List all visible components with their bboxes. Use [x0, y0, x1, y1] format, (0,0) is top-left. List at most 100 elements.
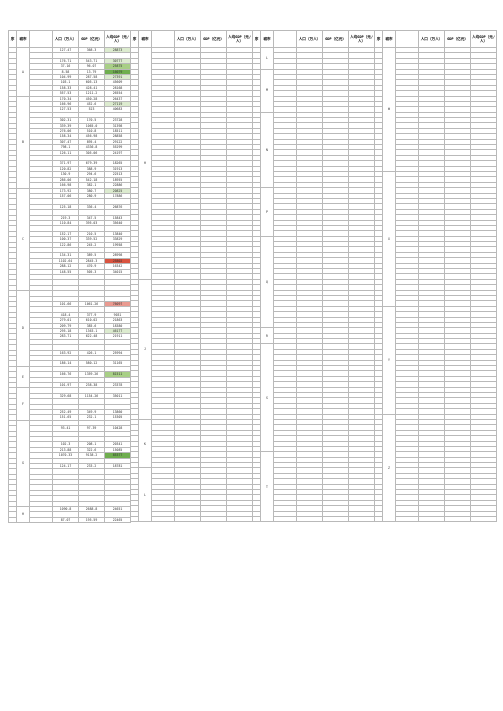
- table-row: 418.4 377.9 9031: [8, 311, 131, 319]
- header-per-capita: 人均GDP（元/人）: [348, 30, 375, 48]
- table-row: 134.31 389.5 28998: [8, 252, 131, 259]
- city-table: 序城市 人口（万人） GDP（亿元） 人均GDP（元/人） H J K L: [130, 30, 253, 523]
- rank-cell: [8, 192, 17, 200]
- table-row: 163.92 426.1 25994: [8, 349, 131, 356]
- letter-group-label: E: [16, 365, 30, 389]
- rank-cell: [8, 381, 17, 389]
- rank-cell: [8, 414, 17, 421]
- rank-cell: [252, 515, 261, 523]
- rank-cell: [8, 392, 17, 400]
- table-row: Q: [252, 235, 375, 329]
- header-letter: 城市: [382, 30, 396, 48]
- table-row: 101.97 238.38 23378: [8, 381, 131, 389]
- table-row: 102.3 208.1 20341: [8, 441, 131, 448]
- table-row: 295.18 1363.1 46177: [8, 327, 131, 335]
- pop-cell: [296, 515, 323, 523]
- table-row: 557.53 1211.2 26554: [8, 90, 131, 97]
- per-capita-cell: 22465: [104, 516, 131, 524]
- city-cell: [395, 515, 419, 523]
- table-row: [130, 515, 253, 523]
- letter-group-label: X: [382, 170, 396, 307]
- letter-group-label: S: [260, 343, 274, 453]
- rank-cell: [8, 241, 17, 248]
- letter-group-label: K: [138, 418, 152, 469]
- table-row: 329.68 1154.26 35011: [8, 392, 131, 400]
- table-row: 100.37 339.52 33829: [8, 236, 131, 243]
- table-row: 126.11 305.06 24197: [8, 149, 131, 157]
- table-row: 176.71 543.71 30777: [8, 57, 131, 65]
- table-row: 152.17 210.5 13840: [8, 230, 131, 238]
- table-row: [130, 294, 253, 302]
- table-row: 110.84 395.03 35640: [8, 219, 131, 227]
- letter-group-label: W: [382, 47, 396, 172]
- table-row: H 1090.8 2688.8 24651: [8, 505, 131, 524]
- letter-group-label: J: [138, 278, 152, 420]
- header-rank: 序: [252, 30, 261, 48]
- letter-group-label: Q: [260, 235, 274, 329]
- table-block-4: 序城市 人口（万人） GDP（亿元） 人均GDP（元/人） W X Y Z: [374, 30, 497, 523]
- rank-cell: [374, 515, 383, 523]
- table-block-1: 序城市 人口（万人） GDP（亿元） 人均GDP（元/人） A 127.47 368.3 28…: [8, 30, 131, 524]
- table-row: 279.01 610.02 21863: [8, 317, 131, 324]
- header-rank: 序: [8, 30, 17, 48]
- table-block-3: 序城市 人口（万人） GDP（亿元） 人均GDP（元/人） L M N P Q R S T: [252, 30, 375, 523]
- city-cell: [273, 515, 297, 523]
- gdp-cell: [444, 515, 471, 523]
- per-capita-cell: [348, 515, 375, 523]
- table-row: 283.71 622.48 21911: [8, 333, 131, 340]
- header-population: 人口（万人）: [52, 30, 79, 48]
- table-row: 130.9 294.6 22513: [8, 171, 131, 178]
- letter-group-label: B: [16, 95, 30, 189]
- table-block-2: 序城市 人口（万人） GDP（亿元） 人均GDP（元/人） H J K L: [130, 30, 253, 523]
- rank-cell: [8, 300, 17, 308]
- letter-group-label: G: [16, 419, 30, 508]
- gdp-cell: [322, 515, 349, 523]
- per-capita-cell: [226, 515, 253, 523]
- rank-cell: [130, 515, 139, 523]
- table-row: G: [8, 419, 131, 508]
- header-gdp: GDP（亿元）: [444, 30, 471, 48]
- header-city: [273, 30, 297, 48]
- header-per-capita: 人均GDP（元/人）: [226, 30, 253, 48]
- rank-cell: [8, 360, 17, 367]
- table-row: [374, 424, 497, 431]
- header-per-capita: 人均GDP（元/人）: [470, 30, 497, 48]
- header-population: 人口（万人）: [296, 30, 323, 48]
- table-row: 122.86 245.2 19958: [8, 241, 131, 248]
- letter-group-label: L: [138, 467, 152, 523]
- table-row: 87.07 195.59 22465: [8, 516, 131, 524]
- gdp-cell: 195.59: [78, 516, 105, 524]
- header-population: 人口（万人）: [418, 30, 445, 48]
- table-row: W: [374, 46, 497, 172]
- letter-group-label: N: [260, 111, 274, 189]
- letter-group-label: Z: [382, 413, 396, 523]
- table-row: [130, 316, 253, 323]
- table-row: 103.1 605.13 45609: [8, 79, 131, 86]
- table-row: 371.97 679.39 18265: [8, 160, 131, 167]
- rank-cell: [8, 462, 17, 470]
- table-row: T: [252, 451, 375, 523]
- letter-group-label: H: [138, 47, 152, 280]
- header-letter: 城市: [16, 30, 30, 48]
- header-row: 序城市 人口（万人） GDP（亿元） 人均GDP（元/人）: [374, 30, 497, 48]
- header-gdp: GDP（亿元）: [200, 30, 227, 48]
- header-gdp: GDP（亿元）: [322, 30, 349, 48]
- table-row: [252, 305, 375, 313]
- rank-cell: [8, 106, 17, 113]
- rank-cell: [8, 219, 17, 227]
- table-row: P: [252, 187, 375, 237]
- letter-group-label: F: [16, 387, 30, 421]
- table-row: [252, 488, 375, 496]
- letter-group-label: Y: [382, 305, 396, 415]
- table-row: [130, 289, 253, 297]
- table-row: 8.58 13.79 16079: [8, 68, 131, 76]
- header-letter: 城市: [260, 30, 274, 48]
- header-letter: 城市: [138, 30, 152, 48]
- table-row: 125.18 336.4 26876: [8, 203, 131, 211]
- header-row: 序城市 人口（万人） GDP（亿元） 人均GDP（元/人）: [8, 30, 131, 48]
- table-row: 151.65 232.1 15305: [8, 414, 131, 421]
- per-capita-cell: [470, 515, 497, 523]
- city-cell: [29, 516, 53, 524]
- table-row: L: [252, 46, 375, 70]
- header-per-capita: 人均GDP（元/人）: [104, 30, 131, 48]
